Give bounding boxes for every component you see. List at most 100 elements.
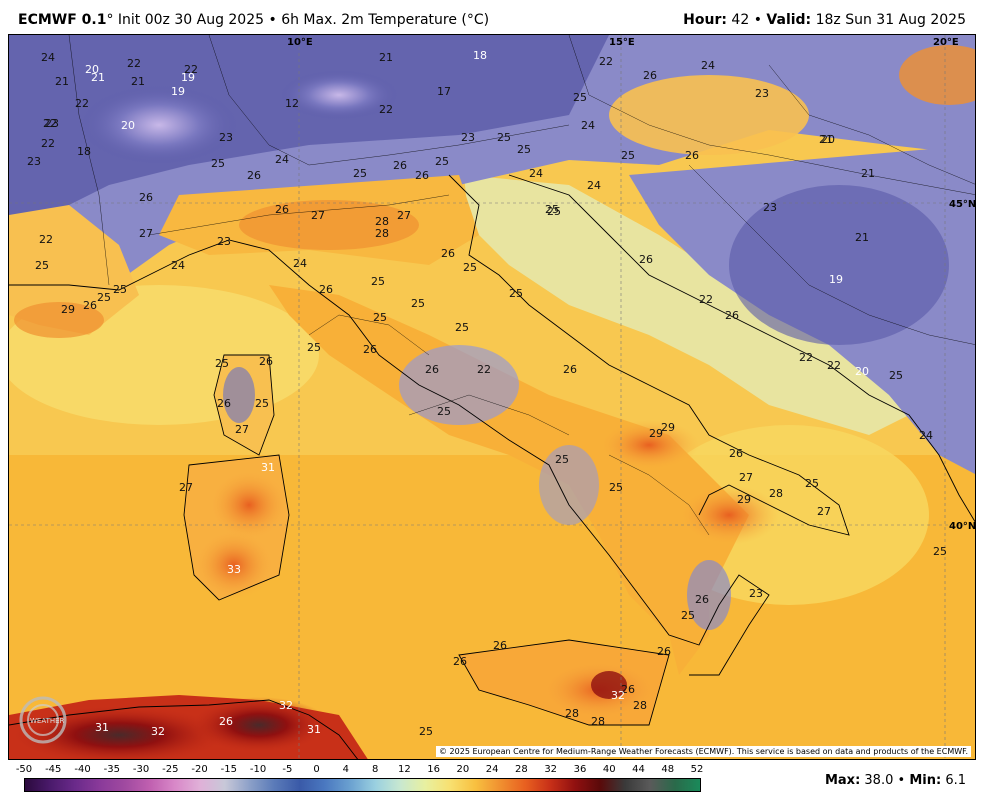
coord-label-20e: 20°E bbox=[933, 37, 959, 48]
temp-label: 26 bbox=[695, 593, 709, 606]
temp-label: 26 bbox=[247, 169, 261, 182]
temp-label: 24 bbox=[529, 167, 543, 180]
temp-label: 26 bbox=[441, 247, 455, 260]
temp-label: 22 bbox=[43, 117, 57, 130]
temp-label: 26 bbox=[259, 355, 273, 368]
scale-tick-label: 44 bbox=[632, 764, 645, 775]
temp-label: 19 bbox=[181, 71, 195, 84]
temp-label: 25 bbox=[933, 545, 947, 558]
temp-label: 12 bbox=[285, 97, 299, 110]
temp-label: 26 bbox=[643, 69, 657, 82]
po-valley-hot bbox=[239, 200, 419, 250]
temp-label: 25 bbox=[373, 311, 387, 324]
apennines-cool-1 bbox=[399, 345, 519, 425]
temp-label: 26 bbox=[725, 309, 739, 322]
hour-label: Hour: bbox=[683, 12, 727, 28]
etna-area bbox=[591, 671, 627, 699]
temp-label: 20 bbox=[855, 365, 869, 378]
hour-value: 42 bbox=[731, 12, 750, 28]
scale-tick-label: 4 bbox=[342, 764, 350, 775]
map-canvas: 10°E 15°E 20°E 45°N 40°N 24 22 22 20 21 … bbox=[9, 35, 976, 759]
scale-tick-label: -15 bbox=[220, 764, 237, 775]
temp-label: 26 bbox=[393, 159, 407, 172]
temp-label: 26 bbox=[425, 363, 439, 376]
coord-label-15e: 15°E bbox=[609, 37, 635, 48]
temp-label: 26 bbox=[563, 363, 577, 376]
model-name: ECMWF 0.1 bbox=[18, 12, 107, 28]
header-bar: ECMWF 0.1° Init 00z 30 Aug 2025 • 6h Max… bbox=[0, 0, 984, 34]
temp-label: 20 bbox=[821, 133, 835, 146]
temp-label: 18 bbox=[473, 49, 487, 62]
temp-label: 20 bbox=[121, 119, 135, 132]
temp-label: 23 bbox=[219, 131, 233, 144]
separator: • bbox=[897, 773, 906, 788]
temp-label: 27 bbox=[179, 481, 193, 494]
scale-tick-label: -20 bbox=[191, 764, 208, 775]
temp-label: 26 bbox=[319, 283, 333, 296]
scale-tick-label: 36 bbox=[573, 764, 587, 775]
degree-mark: ° bbox=[106, 12, 114, 28]
min-value: 6.1 bbox=[945, 773, 966, 788]
valid-value: 18z Sun 31 Aug 2025 bbox=[815, 12, 966, 28]
header-title: ECMWF 0.1° Init 00z 30 Aug 2025 • 6h Max… bbox=[18, 12, 489, 28]
scale-tick-label: 40 bbox=[602, 764, 616, 775]
temp-label: 22 bbox=[39, 233, 53, 246]
temp-label: 28 bbox=[375, 215, 389, 228]
temp-label: 17 bbox=[437, 85, 451, 98]
scale-tick-label: 20 bbox=[456, 764, 470, 775]
scale-tick-label: 12 bbox=[398, 764, 411, 775]
temp-label: 25 bbox=[255, 397, 269, 410]
color-bar bbox=[24, 778, 701, 792]
temp-label: 26 bbox=[363, 343, 377, 356]
scale-tick-label: -5 bbox=[282, 764, 293, 775]
temp-label: 19 bbox=[171, 85, 185, 98]
temp-label: 25 bbox=[463, 261, 477, 274]
scale-ticks: -50 -45 -40 -35 -30 -25 -20 -15 -10 -5 0 4 8 12 16 20 24… bbox=[0, 764, 720, 778]
apennines-cool-2 bbox=[539, 445, 599, 525]
basilicata-hot bbox=[679, 485, 779, 545]
temp-label: 26 bbox=[729, 447, 743, 460]
temp-label: 24 bbox=[41, 51, 55, 64]
temp-label: 26 bbox=[453, 655, 467, 668]
temp-label: 28 bbox=[591, 715, 605, 728]
temp-label: 26 bbox=[685, 149, 699, 162]
scale-tick-label: -25 bbox=[162, 764, 179, 775]
copyright-notice: © 2025 European Centre for Medium-Range … bbox=[436, 746, 971, 757]
temp-label: 21 bbox=[861, 167, 875, 180]
temp-label: 25 bbox=[435, 155, 449, 168]
temp-label: 22 bbox=[827, 359, 841, 372]
temp-label: 27 bbox=[139, 227, 153, 240]
temp-label: 26 bbox=[493, 639, 507, 652]
temp-label: 31 bbox=[307, 723, 321, 736]
temp-label: 32 bbox=[611, 689, 625, 702]
tunisia-hot bbox=[189, 697, 329, 753]
temp-label: 24 bbox=[701, 59, 715, 72]
scale-tick-label: 8 bbox=[371, 764, 379, 775]
temp-label: 26 bbox=[219, 715, 233, 728]
temp-label: 25 bbox=[681, 609, 695, 622]
max-label: Max: bbox=[824, 773, 861, 788]
color-scale: -50 -45 -40 -35 -30 -25 -20 -15 -10 -5 0 4 8 12 16 20 24… bbox=[0, 760, 984, 808]
calabria-cool bbox=[687, 560, 731, 630]
coastlines bbox=[9, 174, 975, 759]
scale-tick-label: 28 bbox=[515, 764, 528, 775]
scale-tick-label: -40 bbox=[74, 764, 91, 775]
max-value: 38.0 bbox=[864, 773, 894, 788]
min-label: Min: bbox=[909, 773, 942, 788]
temp-label: 25 bbox=[35, 259, 49, 272]
temp-label: 25 bbox=[211, 157, 225, 170]
temp-label: 28 bbox=[769, 487, 783, 500]
temp-label: 32 bbox=[279, 699, 293, 712]
temp-label: 25 bbox=[509, 287, 523, 300]
temp-label: 28 bbox=[375, 227, 389, 240]
temp-label: 25 bbox=[889, 369, 903, 382]
coord-label-45n: 45°N bbox=[949, 199, 976, 210]
temp-label: 24 bbox=[919, 429, 933, 442]
temp-label: 32 bbox=[151, 725, 165, 738]
scale-tick-label: 16 bbox=[427, 764, 441, 775]
temp-label: 25 bbox=[411, 297, 425, 310]
temp-label: 25 bbox=[215, 357, 229, 370]
scale-tick-label: -35 bbox=[103, 764, 120, 775]
temp-label: 24 bbox=[171, 259, 185, 272]
graticule bbox=[9, 35, 975, 759]
